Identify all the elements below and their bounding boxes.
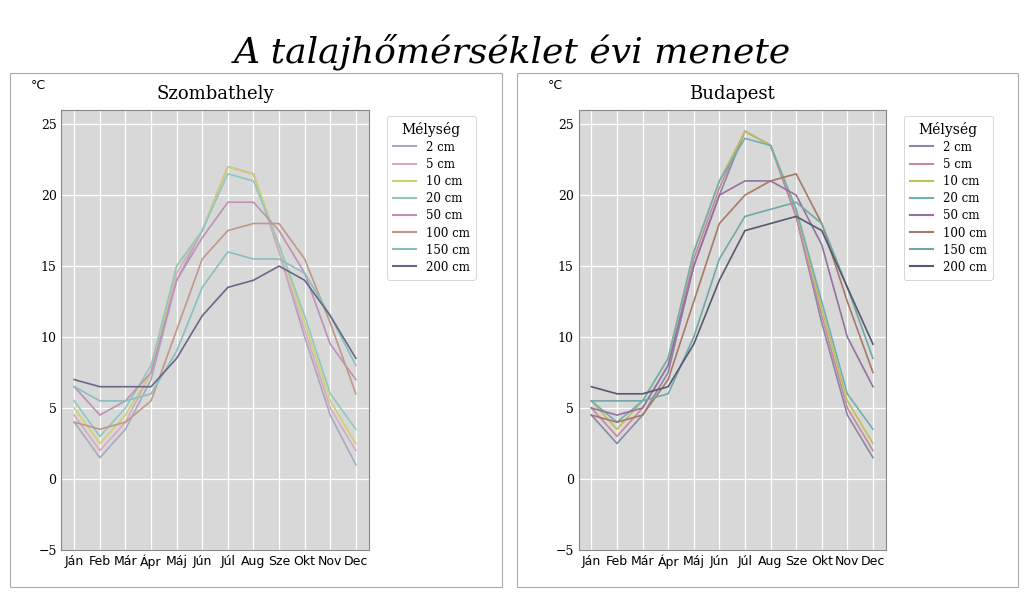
Text: °C: °C	[31, 79, 46, 92]
Text: A talajhőmérséklet évi menete: A talajhőmérséklet évi menete	[233, 34, 791, 70]
Title: Budapest: Budapest	[689, 85, 775, 103]
Legend: 2 cm, 5 cm, 10 cm, 20 cm, 50 cm, 100 cm, 150 cm, 200 cm: 2 cm, 5 cm, 10 cm, 20 cm, 50 cm, 100 cm,…	[904, 116, 992, 280]
Text: °C: °C	[548, 79, 563, 92]
Title: Szombathely: Szombathely	[157, 85, 273, 103]
Legend: 2 cm, 5 cm, 10 cm, 20 cm, 50 cm, 100 cm, 150 cm, 200 cm: 2 cm, 5 cm, 10 cm, 20 cm, 50 cm, 100 cm,…	[387, 116, 475, 280]
